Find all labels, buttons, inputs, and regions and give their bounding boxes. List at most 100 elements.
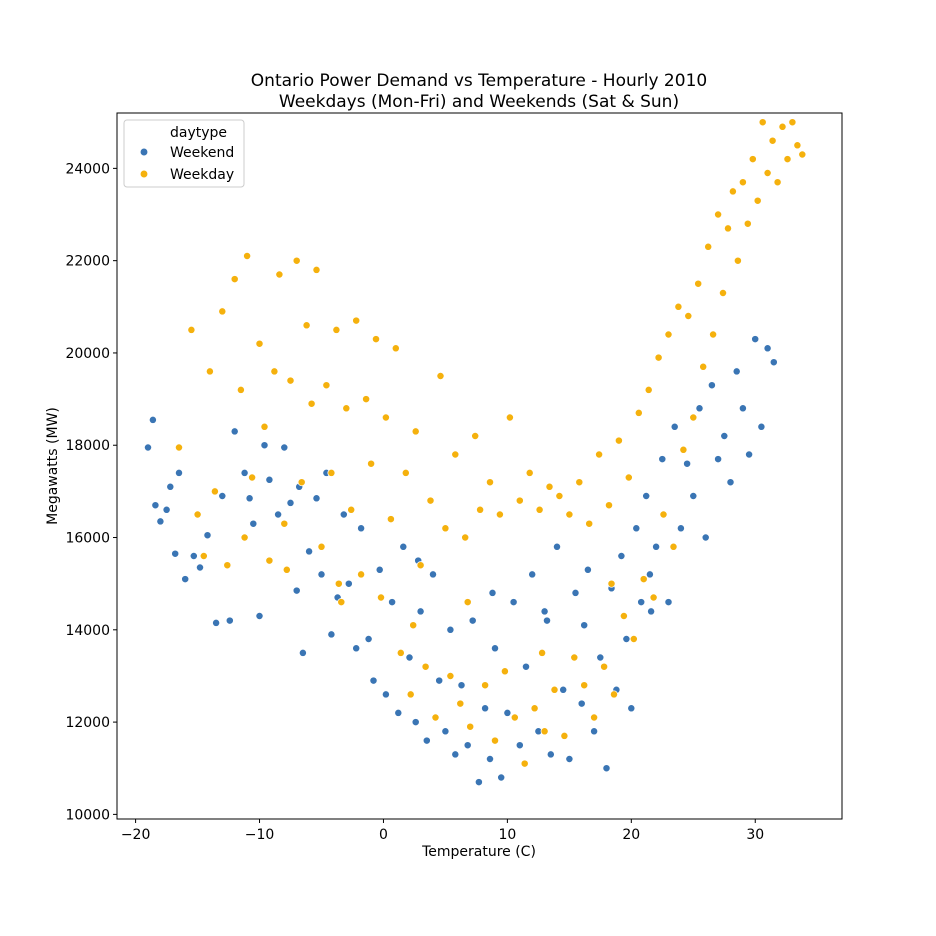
- point-weekday-67: [525, 468, 534, 477]
- legend-label-weekend: Weekend: [170, 145, 234, 161]
- plot-frame: [116, 112, 843, 820]
- point-weekend-55: [474, 778, 483, 787]
- point-weekday-105: [714, 210, 723, 219]
- point-weekend-93: [695, 404, 704, 413]
- point-weekday-102: [699, 362, 708, 371]
- point-weekend-64: [528, 570, 537, 579]
- point-weekend-22: [280, 443, 289, 452]
- point-weekend-85: [647, 607, 656, 616]
- point-weekday-124: [334, 579, 343, 588]
- point-weekend-89: [670, 422, 679, 431]
- point-weekend-100: [738, 404, 747, 413]
- point-weekend-83: [637, 598, 646, 607]
- point-weekday-89: [634, 408, 643, 417]
- point-weekend-8: [181, 575, 190, 584]
- point-weekday-32: [352, 316, 361, 325]
- point-weekday-54: [461, 533, 470, 542]
- point-weekday-86: [619, 612, 628, 620]
- legend-frame: [123, 119, 245, 188]
- point-weekday-93: [654, 353, 663, 362]
- point-weekend-38: [375, 565, 384, 574]
- point-weekday-115: [763, 169, 772, 177]
- point-weekday-44: [411, 427, 420, 436]
- point-weekday-106: [719, 289, 727, 297]
- point-weekday-65: [515, 496, 524, 505]
- point-weekday-82: [600, 662, 609, 671]
- point-weekday-48: [431, 713, 440, 722]
- point-weekday-73: [555, 492, 564, 500]
- point-weekday-38: [381, 413, 390, 422]
- point-weekday-90: [639, 575, 648, 584]
- x-tick-label-1: −10: [245, 827, 275, 843]
- point-weekday-2: [193, 510, 202, 519]
- point-weekday-88: [629, 635, 638, 643]
- point-weekend-74: [590, 727, 599, 736]
- point-weekday-25: [317, 542, 326, 551]
- point-weekday-101: [694, 279, 703, 288]
- point-weekday-14: [260, 422, 269, 431]
- point-weekday-99: [684, 312, 693, 320]
- point-weekday-21: [297, 478, 306, 487]
- point-weekday-100: [689, 413, 698, 422]
- x-axis: −20 −10 0 10 20 30: [121, 819, 764, 843]
- legend-label-weekday: Weekday: [170, 167, 234, 183]
- point-weekend-106: [260, 441, 269, 450]
- point-weekend-49: [441, 727, 450, 736]
- point-weekend-112: [645, 570, 654, 579]
- point-weekend-20: [265, 475, 274, 484]
- point-weekday-104: [709, 330, 718, 339]
- point-weekday-41: [396, 648, 405, 657]
- point-weekend-4: [162, 505, 171, 514]
- x-tick-label-2: 0: [379, 827, 388, 843]
- points-layer: [144, 118, 807, 787]
- point-weekend-73: [583, 565, 592, 574]
- point-weekday-81: [595, 450, 604, 459]
- point-weekday-76: [570, 653, 579, 662]
- point-weekend-37: [369, 676, 378, 685]
- point-weekday-78: [580, 681, 589, 690]
- point-weekend-14: [225, 616, 234, 625]
- point-weekend-51: [451, 750, 460, 759]
- point-weekday-111: [743, 219, 752, 228]
- legend: daytype Weekend Weekday: [123, 119, 245, 188]
- point-weekend-39: [381, 690, 390, 699]
- point-weekday-120: [788, 118, 797, 127]
- point-weekend-76: [602, 764, 611, 773]
- y-axis-label: Megawatts (MW): [45, 407, 61, 525]
- point-weekend-103: [757, 422, 766, 431]
- point-weekday-9: [236, 385, 245, 394]
- point-weekend-95: [707, 381, 716, 390]
- point-weekday-121: [793, 141, 802, 150]
- series-weekday: [175, 118, 807, 768]
- point-weekend-26: [305, 547, 314, 556]
- point-weekend-50: [446, 625, 455, 634]
- point-weekday-83: [605, 501, 613, 510]
- point-weekend-9: [189, 552, 198, 560]
- x-tick-label-3: 10: [498, 827, 516, 843]
- point-weekend-33: [344, 579, 353, 588]
- point-weekday-64: [510, 713, 519, 722]
- point-weekday-39: [386, 515, 395, 524]
- point-weekday-113: [753, 196, 762, 205]
- point-weekday-40: [391, 344, 400, 353]
- point-weekday-57: [476, 505, 485, 514]
- point-weekday-92: [649, 593, 658, 602]
- series-weekend: [144, 335, 778, 787]
- point-weekday-19: [286, 376, 295, 385]
- legend-title: daytype: [170, 125, 227, 141]
- point-weekend-1: [148, 415, 157, 424]
- point-weekend-110: [543, 616, 551, 625]
- point-weekend-66: [540, 607, 549, 616]
- point-weekend-54: [468, 616, 477, 625]
- point-weekend-12: [212, 618, 221, 627]
- point-weekday-34: [362, 395, 371, 404]
- point-weekday-16: [270, 367, 279, 376]
- point-weekday-51: [446, 672, 455, 680]
- point-weekend-15: [230, 427, 239, 436]
- point-weekend-10: [196, 563, 204, 572]
- point-weekday-128: [607, 579, 616, 588]
- point-weekday-0: [175, 443, 183, 452]
- point-weekday-103: [704, 242, 713, 251]
- point-weekend-34: [352, 644, 361, 653]
